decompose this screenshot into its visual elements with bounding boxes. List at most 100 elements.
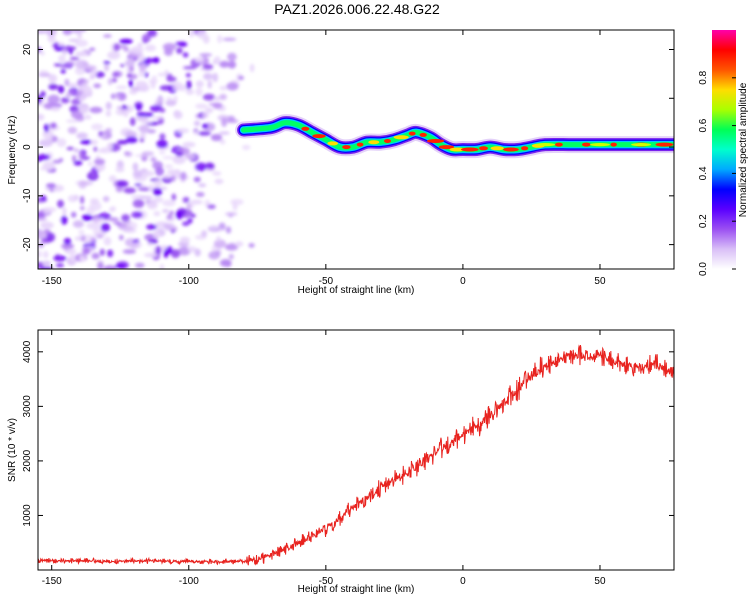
noise-blob bbox=[76, 132, 88, 140]
noise-blob bbox=[107, 249, 114, 258]
noise-blob bbox=[195, 80, 204, 88]
noise-blob bbox=[79, 104, 89, 114]
noise-blob bbox=[111, 78, 117, 83]
noise-blob bbox=[161, 244, 167, 251]
noise-blob bbox=[67, 83, 78, 88]
noise-blob bbox=[47, 94, 60, 105]
noise-blob bbox=[105, 101, 112, 110]
noise-blob bbox=[48, 102, 55, 108]
spectrogram-y-tick-label: 0 bbox=[22, 144, 33, 150]
noise-blob bbox=[219, 60, 230, 68]
noise-blob bbox=[227, 60, 237, 69]
noise-blob bbox=[217, 34, 223, 44]
noise-blob bbox=[190, 213, 196, 218]
noise-blob bbox=[202, 93, 216, 101]
noise-blob bbox=[115, 186, 124, 193]
noise-blob bbox=[93, 146, 98, 152]
noise-blob bbox=[126, 73, 132, 78]
noise-blob bbox=[198, 183, 207, 188]
noise-blob bbox=[147, 239, 158, 244]
spectrogram-y-tick-label: 10 bbox=[22, 92, 33, 104]
noise-blob bbox=[71, 211, 77, 218]
noise-blob bbox=[183, 66, 197, 70]
spectrogram-frame bbox=[37, 29, 675, 270]
ridge-band bbox=[235, 114, 674, 159]
noise-blob bbox=[81, 151, 86, 159]
noise-blob bbox=[78, 230, 85, 234]
noise-blob bbox=[210, 134, 222, 141]
noise-blob bbox=[64, 78, 70, 87]
noise-blob bbox=[153, 211, 161, 217]
noise-blob bbox=[146, 224, 158, 230]
noise-blob bbox=[90, 139, 98, 145]
snr-panel: -150 -100 -50 0 50 1000 2000 3000 4000 Height of… bbox=[7, 329, 675, 595]
noise-blob bbox=[38, 113, 45, 121]
noise-blob bbox=[201, 112, 210, 119]
ridge-core bbox=[555, 142, 563, 147]
noise-blob bbox=[103, 60, 111, 65]
noise-blob bbox=[142, 112, 154, 117]
snr-x-tick-label: 0 bbox=[460, 576, 466, 587]
noise-blob bbox=[124, 130, 138, 139]
noise-blob bbox=[68, 38, 79, 43]
noise-blob bbox=[249, 63, 255, 73]
noise-blob bbox=[182, 141, 196, 148]
noise-blob bbox=[115, 167, 125, 173]
noise-blob bbox=[38, 102, 45, 107]
noise-blob bbox=[139, 63, 147, 73]
noise-blob bbox=[75, 39, 88, 47]
noise-blob bbox=[55, 253, 60, 261]
ridge-core bbox=[631, 143, 652, 147]
noise-blob bbox=[165, 246, 173, 255]
noise-blob bbox=[75, 51, 88, 57]
noise-blob bbox=[60, 69, 66, 74]
noise-blob bbox=[40, 91, 46, 98]
noise-blob bbox=[208, 251, 220, 260]
noise-blob bbox=[69, 48, 73, 55]
noise-blob bbox=[173, 111, 183, 120]
noise-blob bbox=[166, 169, 180, 175]
noise-blob bbox=[218, 131, 230, 135]
noise-blob bbox=[238, 75, 244, 80]
noise-blob bbox=[45, 183, 57, 189]
noise-blob bbox=[74, 148, 79, 153]
spectrogram-y-tick-label: 20 bbox=[22, 44, 33, 56]
noise-blob bbox=[187, 217, 193, 224]
noise-blob bbox=[203, 72, 213, 81]
noise-blob bbox=[158, 150, 166, 155]
noise-blob bbox=[162, 156, 175, 160]
noise-blob bbox=[144, 71, 149, 78]
ridge-core bbox=[461, 147, 479, 152]
noise-blob bbox=[167, 76, 177, 82]
noise-blob bbox=[42, 207, 57, 213]
noise-blob bbox=[89, 47, 96, 51]
noise-blob bbox=[207, 225, 220, 230]
noise-blob bbox=[146, 201, 158, 210]
noise-blob bbox=[202, 34, 210, 44]
noise-blob bbox=[159, 133, 166, 141]
ridge-core bbox=[438, 145, 455, 150]
noise-blob bbox=[207, 80, 212, 89]
noise-blob bbox=[38, 139, 53, 148]
noise-blob bbox=[165, 225, 176, 231]
noise-blob bbox=[103, 34, 112, 38]
noise-blob bbox=[107, 142, 113, 152]
noise-blob bbox=[85, 65, 97, 70]
noise-blob bbox=[227, 52, 237, 62]
noise-blob bbox=[43, 250, 49, 259]
noise-blob bbox=[205, 162, 214, 169]
noise-blob bbox=[62, 206, 67, 216]
noise-blob bbox=[78, 180, 87, 189]
noise-blob bbox=[125, 136, 138, 144]
colorbar-tick-label: 0.6 bbox=[698, 118, 709, 132]
noise-blob bbox=[98, 131, 103, 137]
noise-blob bbox=[135, 115, 149, 121]
noise-blob bbox=[64, 248, 77, 255]
noise-blob bbox=[73, 160, 83, 166]
ridge-core bbox=[449, 147, 466, 152]
noise-blob bbox=[205, 107, 214, 114]
noise-blob bbox=[139, 124, 150, 134]
noise-blob bbox=[157, 72, 168, 77]
noise-blob bbox=[177, 246, 191, 256]
noise-blob bbox=[134, 183, 142, 187]
